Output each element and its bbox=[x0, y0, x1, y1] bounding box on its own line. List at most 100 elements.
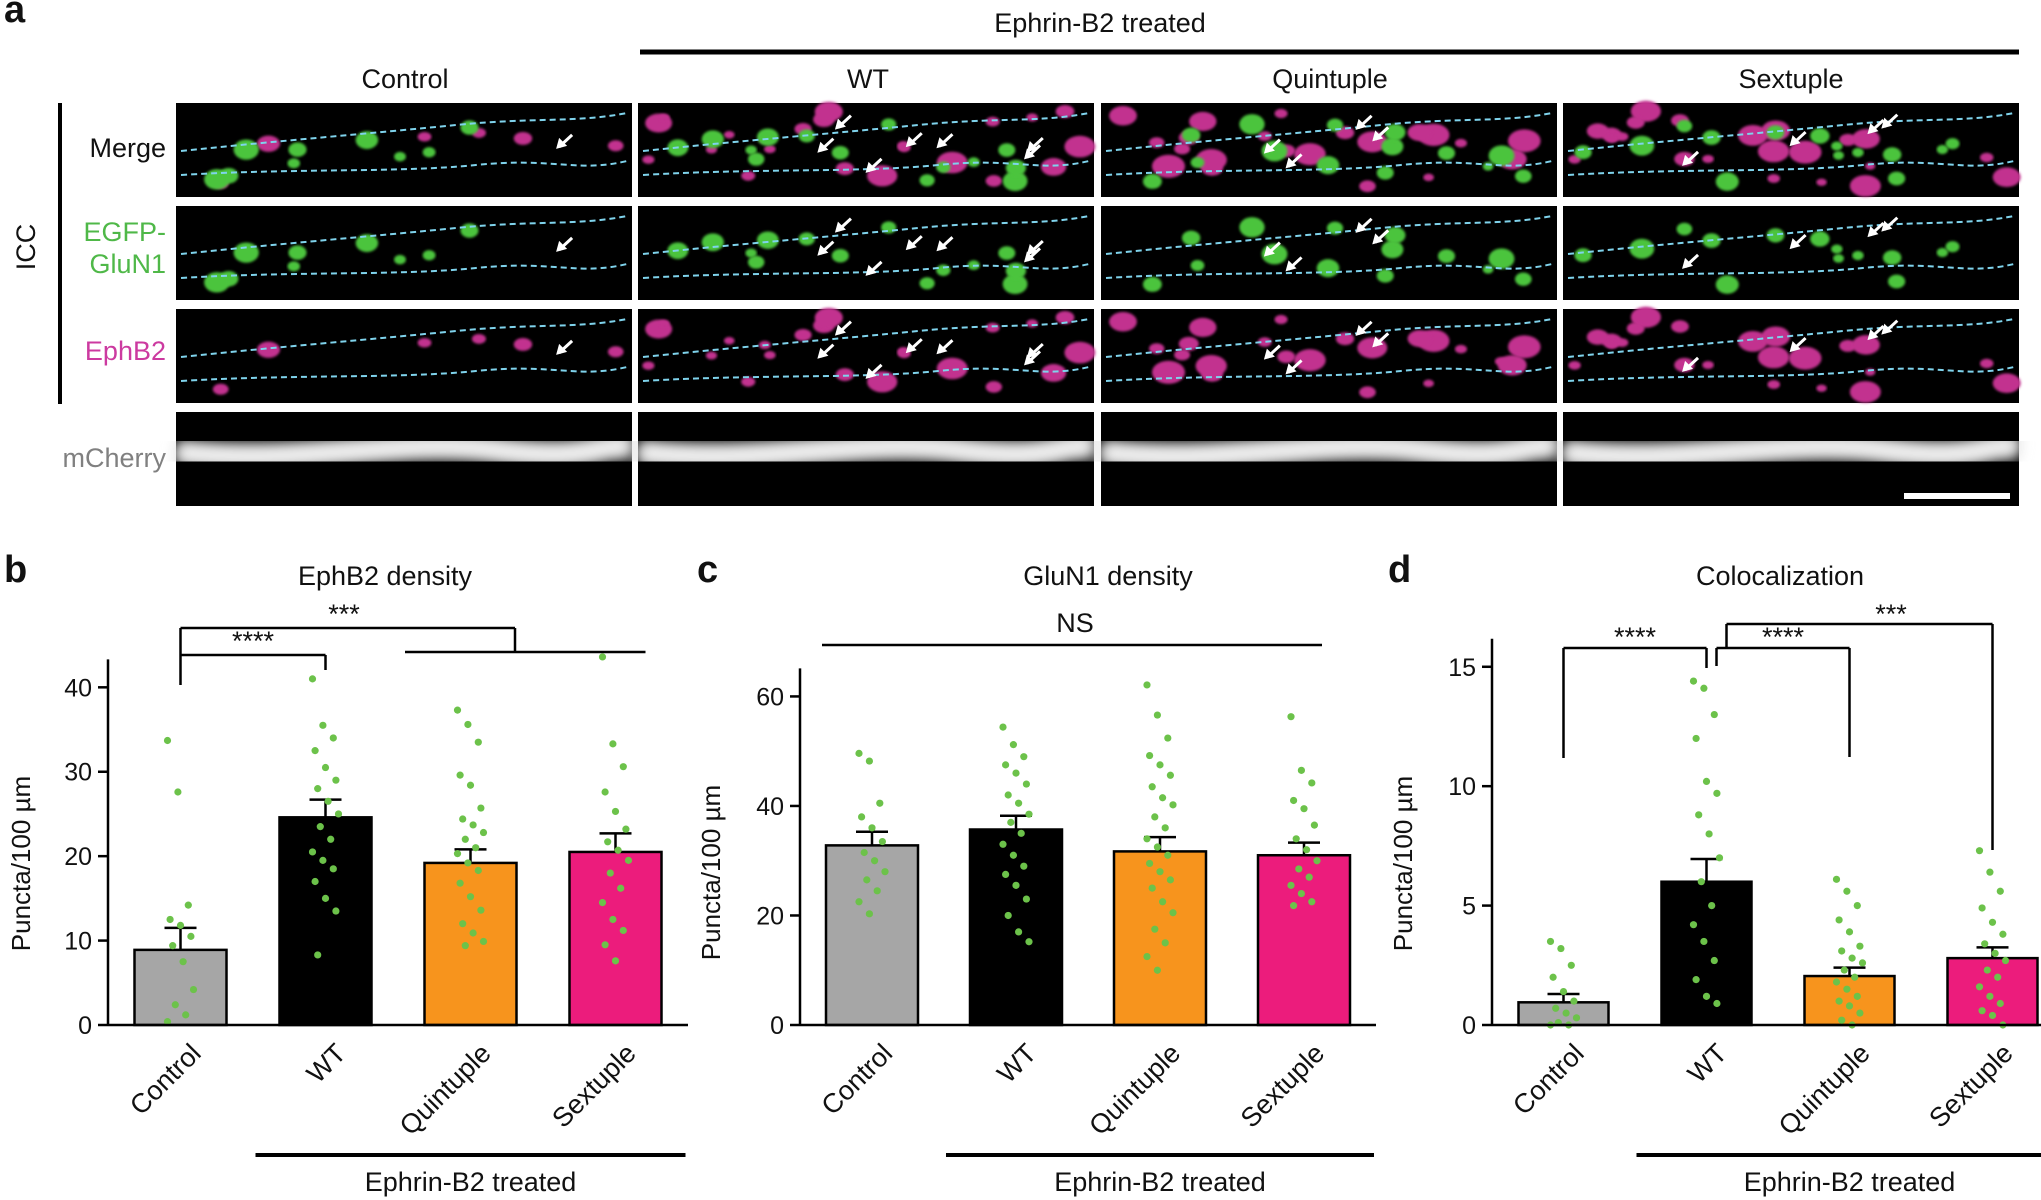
dendrite-outline-top bbox=[1105, 112, 1553, 152]
ephb2-punctum bbox=[1626, 116, 1645, 129]
glun1-punctum bbox=[1574, 145, 1592, 160]
data-point bbox=[1843, 887, 1851, 895]
data-point bbox=[1143, 835, 1151, 843]
glun1-punctum bbox=[1181, 127, 1201, 143]
mcherry-dendrite-core bbox=[1100, 441, 1558, 462]
ephb2-punctum bbox=[1454, 344, 1467, 354]
data-point bbox=[1290, 902, 1298, 910]
ephb2-punctum bbox=[513, 337, 533, 351]
dendrite-outline-top bbox=[180, 318, 628, 358]
data-point bbox=[1843, 985, 1851, 993]
data-point bbox=[1012, 881, 1020, 889]
glun1-punctum bbox=[1831, 141, 1843, 151]
data-point bbox=[1692, 976, 1700, 984]
data-point bbox=[1156, 868, 1164, 876]
glun1-punctum bbox=[1514, 272, 1532, 286]
glun1-punctum bbox=[355, 234, 379, 253]
glun1-punctum bbox=[1936, 144, 1949, 155]
ephb2-punctum bbox=[1816, 384, 1827, 392]
data-point bbox=[1988, 1011, 1997, 1020]
glun1-punctum bbox=[747, 255, 765, 269]
data-point bbox=[329, 734, 337, 742]
data-point bbox=[1004, 911, 1012, 920]
x-tick-label: WT bbox=[991, 1038, 1042, 1089]
arrow-icon bbox=[1789, 336, 1807, 353]
ephb2-punctum bbox=[1507, 335, 1541, 359]
dendrite-outline-bottom bbox=[1105, 160, 1553, 176]
ephb2-punctum bbox=[1568, 360, 1581, 370]
glun1-punctum bbox=[1715, 172, 1739, 191]
data-point bbox=[1146, 859, 1154, 868]
data-point bbox=[1562, 1009, 1570, 1017]
glun1-punctum bbox=[1766, 125, 1785, 140]
glun1-punctum bbox=[1882, 147, 1902, 163]
arrow-icon bbox=[556, 133, 574, 149]
glun1-punctum bbox=[422, 250, 436, 261]
data-point bbox=[999, 723, 1007, 731]
micrograph-sextuple-ephb2 bbox=[1563, 306, 2021, 403]
ephb2-punctum bbox=[1151, 154, 1186, 178]
data-point bbox=[1166, 771, 1174, 779]
data-point bbox=[1702, 777, 1711, 786]
glun1-punctum bbox=[1888, 171, 1906, 186]
data-point bbox=[860, 848, 868, 857]
mcherry-dendrite-core bbox=[175, 441, 633, 462]
data-point bbox=[1710, 710, 1718, 719]
data-point bbox=[1153, 966, 1161, 974]
significance-label: NS bbox=[1056, 608, 1094, 638]
data-point bbox=[1835, 997, 1843, 1005]
glun1-punctum bbox=[394, 254, 406, 265]
group-label: Ephrin-B2 treated bbox=[1054, 1167, 1266, 1197]
data-point bbox=[1983, 966, 1991, 974]
data-point bbox=[1007, 818, 1015, 826]
bar-quintuple bbox=[1112, 850, 1208, 1027]
data-point bbox=[1292, 835, 1300, 843]
group-label: Ephrin-B2 treated bbox=[365, 1167, 577, 1197]
glun1-punctum bbox=[1715, 275, 1739, 294]
ephb2-punctum bbox=[1055, 311, 1075, 325]
mcherry-dendrite-core bbox=[1562, 441, 2020, 462]
arrow-icon bbox=[834, 320, 852, 336]
ephb2-punctum bbox=[417, 337, 432, 348]
data-point bbox=[308, 848, 317, 856]
ephb2-punctum bbox=[1816, 178, 1827, 186]
micrograph-quintuple-egfp-glun1 bbox=[1101, 206, 1557, 300]
data-point bbox=[308, 675, 317, 683]
ephb2-punctum bbox=[1839, 133, 1857, 146]
glun1-punctum bbox=[1629, 135, 1655, 156]
y-tick-label: 0 bbox=[770, 1012, 784, 1040]
data-point bbox=[606, 869, 614, 877]
glun1-punctum bbox=[1766, 228, 1785, 243]
x-tick-label: Sextuple bbox=[546, 1038, 642, 1134]
arrow-icon bbox=[1881, 113, 1899, 129]
data-point bbox=[324, 797, 332, 805]
bar-wt bbox=[1660, 880, 1753, 1027]
ephb2-punctum bbox=[1738, 331, 1768, 352]
ephb2-punctum bbox=[1195, 355, 1227, 377]
y-tick-label: 30 bbox=[64, 759, 92, 787]
data-point bbox=[334, 810, 343, 818]
arrow-icon bbox=[1023, 350, 1042, 366]
bar-quintuple bbox=[1803, 974, 1896, 1027]
data-point bbox=[1848, 954, 1856, 962]
data-point bbox=[1572, 1014, 1581, 1022]
glun1-punctum bbox=[287, 158, 301, 169]
micrograph-control-egfp-glun1 bbox=[176, 206, 632, 300]
panel-a: a Ephrin-B2 treated Control WT Quintuple… bbox=[4, 0, 2021, 506]
data-point bbox=[1552, 1004, 1560, 1012]
data-point bbox=[1295, 865, 1303, 873]
panel-c-label: c bbox=[697, 549, 718, 591]
micrograph-wt-ephb2 bbox=[638, 307, 1096, 403]
glun1-punctum bbox=[919, 277, 935, 290]
glun1-punctum bbox=[1514, 169, 1532, 183]
data-point bbox=[855, 898, 863, 906]
ephb2-punctum bbox=[1767, 380, 1781, 389]
panel-d-label: d bbox=[1388, 549, 1411, 591]
data-point bbox=[474, 866, 482, 875]
glun1-punctum bbox=[747, 152, 765, 166]
ephb2-punctum bbox=[513, 131, 533, 145]
glun1-punctum bbox=[1945, 241, 1960, 253]
data-point bbox=[876, 799, 884, 807]
ephb2-punctum bbox=[1626, 322, 1645, 335]
